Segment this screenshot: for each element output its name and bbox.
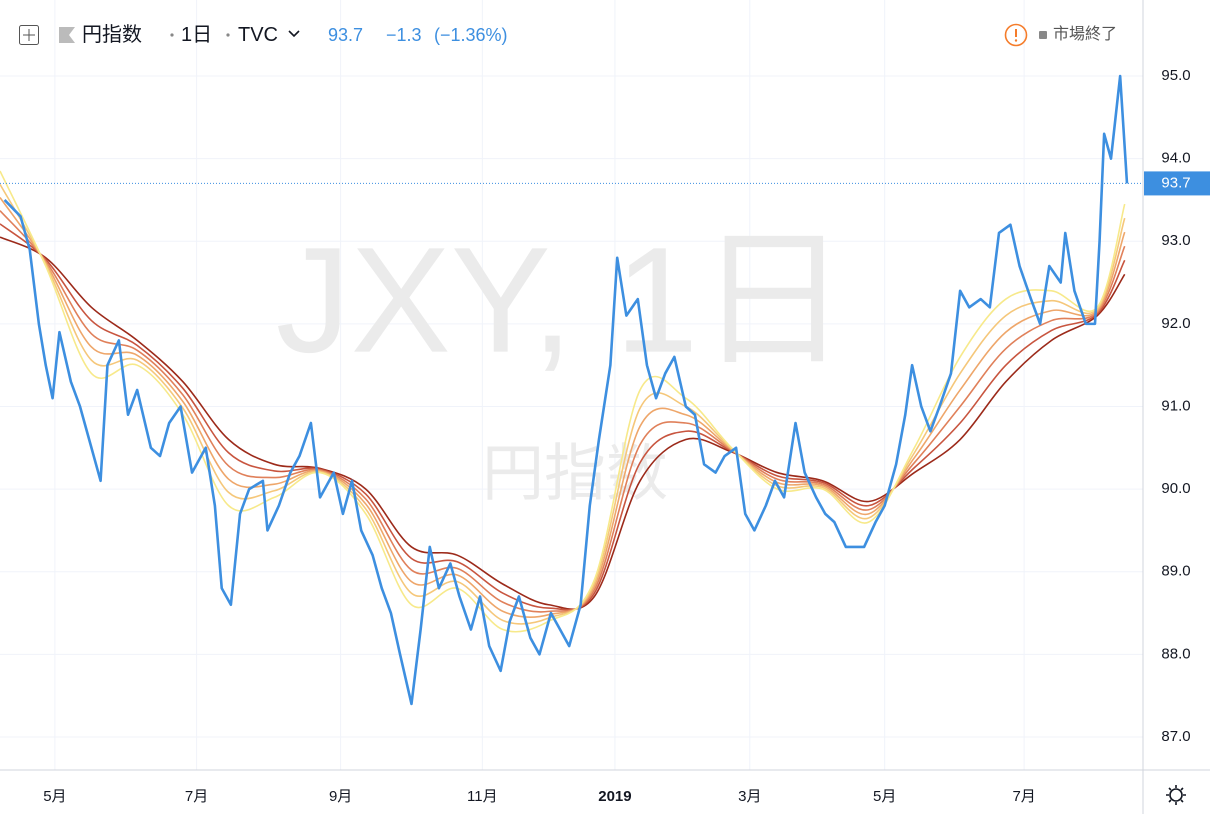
header-right: 市場終了 — [1004, 20, 1144, 50]
gear-teeth — [1166, 785, 1186, 805]
warning-icon[interactable] — [1004, 23, 1028, 47]
symbol-name[interactable]: 円指数 — [82, 24, 142, 46]
y-tick-label: 93.0 — [1161, 232, 1190, 249]
settings-icon[interactable] — [1166, 785, 1186, 805]
x-tick-label: 5月 — [873, 788, 896, 805]
x-tick-label: 11月 — [467, 788, 498, 805]
x-tick-label: 7月 — [1012, 788, 1035, 805]
separator — [226, 33, 230, 37]
grid — [0, 0, 1143, 770]
change: −1.3 — [386, 25, 422, 45]
y-tick-label: 92.0 — [1161, 315, 1190, 332]
y-tick-label: 87.0 — [1161, 728, 1190, 745]
price-line-series — [3, 74, 1129, 706]
y-tick-label: 90.0 — [1161, 480, 1190, 497]
y-tick-label: 95.0 — [1161, 67, 1190, 84]
x-tick-label: 2019 — [598, 788, 631, 805]
x-tick-label: 3月 — [738, 788, 761, 805]
status-dot — [1039, 31, 1047, 39]
watermark-name: 円指数 — [482, 439, 668, 508]
watermark-symbol: JXY, 1日 — [276, 216, 849, 384]
y-tick-label: 89.0 — [1161, 563, 1190, 580]
add-icon[interactable] — [18, 24, 40, 46]
gear-ring — [1169, 788, 1183, 802]
y-tick-label: 88.0 — [1161, 645, 1190, 662]
last-price-label: 93.7 — [1161, 174, 1190, 191]
x-tick-label: 7月 — [185, 788, 208, 805]
watermark: JXY, 1日 円指数 — [276, 216, 849, 509]
flag-icon — [59, 27, 75, 43]
x-tick-label: 9月 — [329, 788, 352, 805]
source[interactable]: TVC — [238, 24, 278, 46]
x-tick-label: 5月 — [43, 788, 66, 805]
interval[interactable]: 1日 — [181, 24, 213, 46]
market-status: 市場終了 — [1053, 26, 1118, 43]
change-percent: (−1.36%) — [434, 25, 508, 45]
last-price: 93.7 — [328, 25, 364, 45]
last-price-badge — [1144, 171, 1210, 196]
y-tick-label: 91.0 — [1161, 397, 1190, 414]
chevron[interactable] — [288, 30, 300, 38]
y-tick-label: 94.0 — [1161, 150, 1190, 167]
separator — [170, 33, 174, 37]
